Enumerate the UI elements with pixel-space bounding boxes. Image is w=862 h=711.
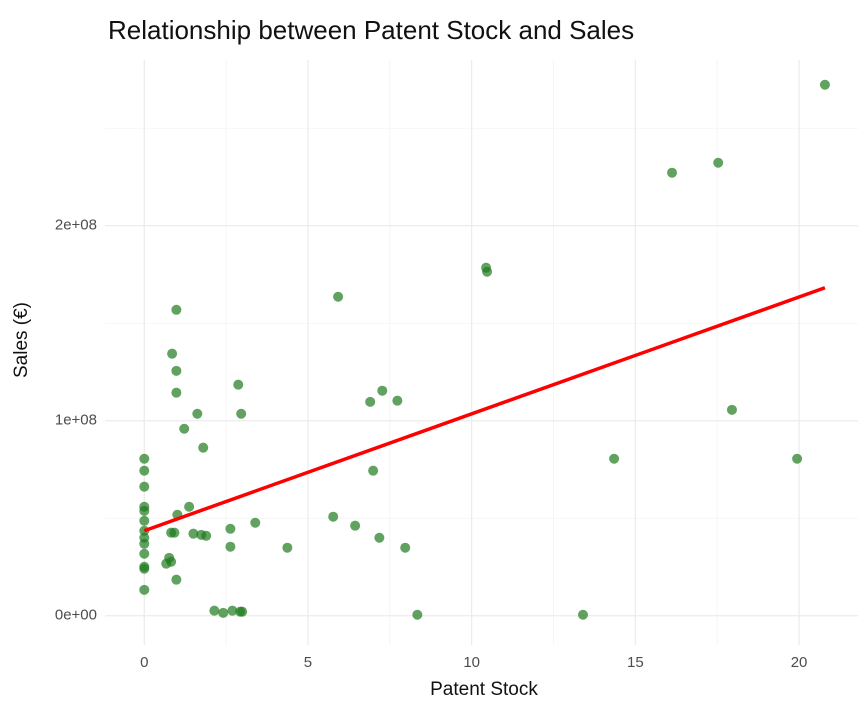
data-point (139, 505, 150, 516)
data-point (713, 157, 724, 168)
data-point (365, 396, 376, 407)
data-point (400, 542, 411, 553)
data-point (233, 379, 244, 390)
trend-line (143, 286, 826, 533)
data-point (139, 481, 150, 492)
x-tick-label: 0 (140, 654, 148, 671)
data-point (225, 541, 236, 552)
data-point (412, 609, 423, 620)
data-point (819, 79, 830, 90)
x-tick-label: 10 (463, 654, 480, 671)
data-point (225, 523, 236, 534)
data-point (171, 574, 182, 585)
y-tick-label: 0e+00 (55, 607, 97, 624)
data-point (139, 584, 150, 595)
grid (105, 60, 858, 645)
marks (139, 79, 830, 620)
data-point (350, 520, 361, 531)
y-axis-label: Sales (€) (11, 302, 32, 378)
data-point (209, 605, 220, 616)
data-point (139, 465, 150, 476)
data-point (171, 387, 182, 398)
data-point (139, 538, 150, 549)
x-tick-label: 5 (304, 654, 312, 671)
x-tick-label: 20 (791, 654, 808, 671)
data-point (198, 442, 209, 453)
data-point (218, 607, 229, 618)
data-point (282, 542, 293, 553)
data-point (227, 605, 238, 616)
data-point (333, 291, 344, 302)
data-point (368, 465, 379, 476)
data-point (167, 348, 178, 359)
data-point (726, 404, 737, 415)
y-tick-label: 2e+08 (55, 217, 97, 234)
data-point (139, 453, 150, 464)
chart-title: Relationship between Patent Stock and Sa… (108, 15, 634, 45)
data-point (609, 453, 620, 464)
data-point (237, 606, 248, 617)
data-point (139, 563, 150, 574)
x-axis-label: Patent Stock (430, 679, 538, 700)
data-point (166, 527, 177, 538)
data-point (374, 532, 385, 543)
data-point (250, 517, 261, 528)
data-point (188, 528, 199, 539)
data-point (482, 266, 493, 277)
data-point (377, 385, 388, 396)
data-point (201, 530, 212, 541)
data-point (139, 515, 150, 526)
data-point (166, 556, 177, 567)
data-point (171, 304, 182, 315)
y-tick-label: 1e+08 (55, 412, 97, 429)
data-point (792, 453, 803, 464)
data-point (236, 408, 247, 419)
data-point (392, 395, 403, 406)
data-point (139, 548, 150, 559)
data-point (577, 609, 588, 620)
data-point (192, 408, 203, 419)
data-point (184, 501, 195, 512)
data-point (179, 423, 190, 434)
data-point (171, 365, 182, 376)
data-point (328, 511, 339, 522)
x-tick-label: 15 (627, 654, 644, 671)
data-point (667, 167, 678, 178)
